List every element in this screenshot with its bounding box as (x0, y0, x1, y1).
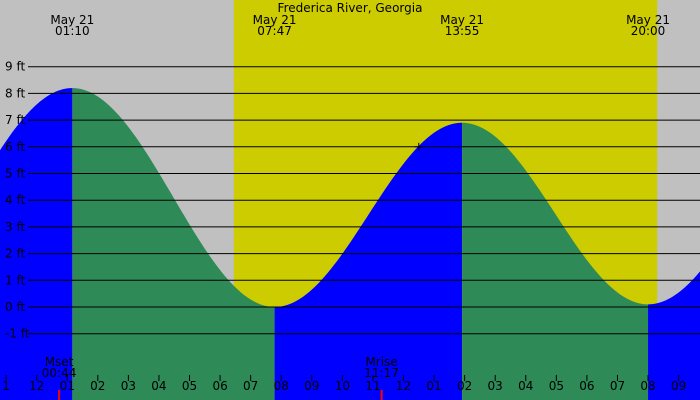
moon-event-label: Mrise (365, 355, 397, 369)
x-tick-label: 01 (426, 379, 441, 393)
x-tick-label: 02 (457, 379, 472, 393)
x-tick-label: 07 (610, 379, 625, 393)
moon-event-time: 11:17 (364, 366, 399, 380)
y-tick-label: 3 ft (5, 220, 25, 234)
y-tick-label: 5 ft (5, 167, 25, 181)
extreme-time-label: 20:00 (631, 24, 666, 38)
x-tick-label: 03 (488, 379, 503, 393)
y-tick-label: 1 ft (5, 273, 25, 287)
x-tick-label: 01 (60, 379, 75, 393)
x-tick-label: 04 (151, 379, 166, 393)
tide-area-layer (0, 88, 700, 400)
extreme-date-label: May 21 (626, 13, 670, 27)
rising-tide-area (274, 122, 463, 400)
y-tick-label: -1 ft (5, 327, 30, 341)
y-tick-label: 8 ft (5, 86, 25, 100)
x-tick-label: 09 (671, 379, 686, 393)
x-tick-label: 09 (304, 379, 319, 393)
gridline-layer (28, 66, 700, 335)
y-tick-label: 0 ft (5, 300, 25, 314)
y-tick-label: 2 ft (5, 247, 25, 261)
falling-tide-area (462, 122, 649, 400)
x-tick-label: 08 (274, 379, 289, 393)
x-tick-label: 03 (121, 379, 136, 393)
extreme-time-label: 13:55 (445, 24, 480, 38)
x-tick-label: 12 (396, 379, 411, 393)
extreme-date-label: May 21 (50, 13, 94, 27)
moon-event-time: 00:44 (42, 366, 77, 380)
x-tick-label: 10 (335, 379, 350, 393)
extreme-date-label: May 21 (253, 13, 297, 27)
x-tick-label: 02 (90, 379, 105, 393)
y-tick-label: 7 ft (5, 113, 25, 127)
y-axis-labels: 9 ft 8 ft 7 ft 6 ft 5 ft 4 ft 3 ft 2 ft 1 ft 0 ft… (5, 60, 30, 341)
x-tick-label: 11 (365, 379, 380, 393)
x-tick-label: 12 (29, 379, 44, 393)
x-tick-label: 06 (212, 379, 227, 393)
rising-tide-area (0, 88, 73, 400)
chart-title: Frederica River, Georgia (278, 1, 423, 15)
y-tick-label: 4 ft (5, 193, 25, 207)
rising-tide-area (648, 271, 700, 400)
x-tick-label: 05 (549, 379, 564, 393)
x-tick-label: 05 (182, 379, 197, 393)
x-tick-label: 07 (243, 379, 258, 393)
y-tick-label: 6 ft (5, 140, 25, 154)
x-tick-label: 04 (518, 379, 533, 393)
x-axis: 1 12 01 02 03 04 05 06 07 08 09 10 11 12 01 02 03 04 05 06 0… (2, 375, 686, 393)
x-tick-label: 08 (640, 379, 655, 393)
moon-event-label: Mset (45, 355, 74, 369)
falling-tide-area (72, 88, 275, 400)
x-tick-label: 1 (2, 379, 10, 393)
extreme-time-label: 01:10 (55, 24, 90, 38)
x-tick-label: 06 (579, 379, 594, 393)
y-tick-label: 9 ft (5, 60, 25, 74)
extreme-time-label: 07:47 (257, 24, 292, 38)
extreme-date-label: May 21 (440, 13, 484, 27)
current-marker-layer (414, 142, 423, 151)
